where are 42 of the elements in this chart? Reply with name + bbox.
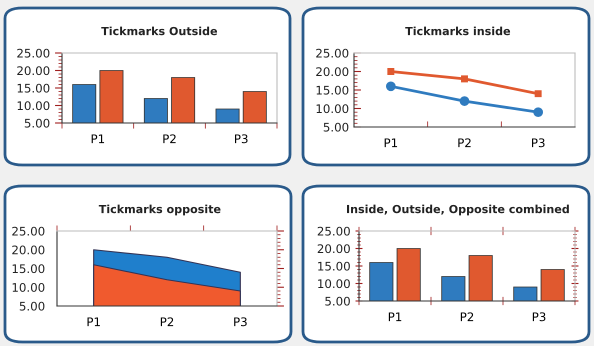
point [534, 90, 542, 98]
x-tick-label: P3 [235, 134, 248, 144]
y-tick-label: 20.00 [17, 66, 50, 76]
y-tick-label: 15.00 [316, 86, 348, 95]
chart-title: Tickmarks Outside [101, 26, 218, 36]
y-tick-label: 20.00 [12, 245, 44, 254]
x-tick-label: P2 [160, 317, 174, 326]
x-tick-label: P1 [384, 138, 398, 148]
x-tick-label: P3 [532, 138, 545, 148]
y-tick-label: 15.00 [18, 84, 50, 93]
x-tick-label: P2 [460, 312, 474, 322]
x-tick-label: P2 [163, 134, 176, 144]
x-tick-label: P1 [388, 312, 402, 322]
x-tick-label: P1 [88, 317, 100, 326]
y-tick-label: 15.00 [12, 264, 44, 274]
point [460, 96, 470, 106]
y-tick-label: 20.00 [318, 244, 350, 254]
y-tick-label: 5.00 [20, 302, 44, 311]
point [386, 81, 396, 92]
y-tick-label: 5.00 [24, 118, 50, 128]
x-tick-label: P2 [458, 138, 471, 148]
y-tick-label: 5.00 [325, 296, 350, 306]
y-tick-label: 25.00 [316, 48, 348, 58]
chart-title: Tickmarks inside [405, 26, 510, 36]
x-tick-label: P3 [532, 312, 546, 322]
chart-title: Inside, Outside, Opposite combined [347, 204, 569, 216]
y-tick-label: 25.00 [318, 226, 350, 236]
chart-title: Tickmarks opposite [98, 204, 220, 216]
y-tick-label: 10.00 [12, 282, 44, 292]
y-tick-label: 10.00 [18, 101, 50, 110]
point [387, 68, 394, 75]
y-tick-label: 10.00 [318, 279, 350, 288]
y-tick-label: 5.00 [324, 122, 348, 132]
x-tick-label: P1 [92, 134, 104, 144]
point [533, 107, 544, 118]
y-tick-label: 20.00 [316, 67, 348, 76]
point [461, 75, 468, 82]
y-tick-label: 10.00 [316, 104, 348, 114]
x-tick-label: P3 [234, 317, 247, 326]
y-tick-label: 25.00 [12, 226, 44, 236]
y-tick-label: 15.00 [318, 262, 350, 271]
y-tick-label: 25.00 [17, 48, 50, 58]
